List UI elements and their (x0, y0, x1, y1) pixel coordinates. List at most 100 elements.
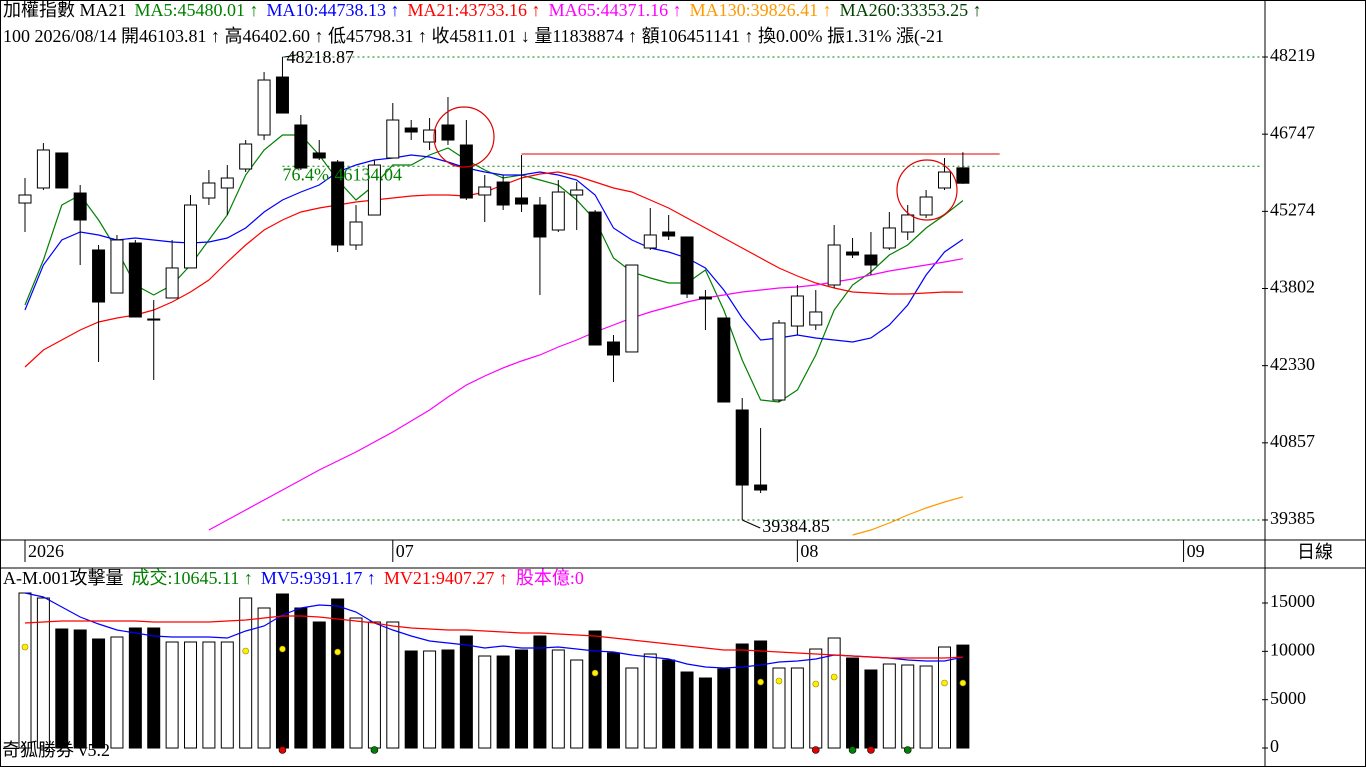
volume-bar (551, 649, 565, 749)
volume-bar (349, 617, 363, 749)
volume-bar (919, 665, 933, 749)
volume-bar (938, 646, 951, 749)
ma-line (852, 496, 964, 536)
high-label: 48218.87 (286, 47, 354, 67)
candle-body (73, 192, 87, 221)
volume-bar (404, 650, 418, 749)
volume-bar (36, 597, 50, 749)
volume-bar (717, 668, 731, 749)
y-tick-label: 10000 (1270, 639, 1315, 659)
volume-bar (478, 655, 492, 749)
volume-bar (184, 641, 198, 749)
candle-body (754, 484, 768, 491)
annotation-leader (742, 519, 761, 529)
candle-body (551, 191, 565, 231)
signal-dot (903, 746, 912, 754)
header-item: 加權指數 MA21 (3, 0, 127, 20)
indicator-dot (941, 679, 948, 687)
volume-bar (772, 667, 786, 749)
volume-bar (698, 677, 712, 749)
volume-panel: A-M.001攻擊量 成交:10645.11 ↑ MV5:9391.17 ↑ MV21… (3, 568, 970, 754)
header-item: MA260:33353.25 ↑ (840, 0, 982, 20)
candle-body (349, 221, 363, 246)
signal-dot (278, 746, 287, 754)
volume-bar (882, 663, 896, 749)
volume-bar (827, 637, 841, 749)
highlight-circle (896, 159, 958, 221)
y-tick-label: 48219 (1270, 45, 1315, 65)
signal-dot (848, 746, 857, 754)
candle-body (717, 317, 731, 403)
highlight-circle (433, 106, 495, 168)
volume-bar (367, 621, 381, 749)
candle-body (220, 177, 234, 189)
indicator-dot (812, 680, 820, 688)
candle-body (772, 322, 786, 401)
y-tick-label: 0 (1270, 736, 1279, 756)
candle-body (698, 296, 712, 300)
volume-bar (165, 641, 179, 749)
low-label: 39384.85 (762, 516, 830, 536)
volume-bar (735, 643, 749, 749)
volume-bar (680, 671, 694, 749)
candle-body (18, 194, 32, 204)
candle-body (367, 164, 381, 216)
candle-body (459, 144, 473, 199)
volume-bar (110, 636, 124, 749)
candle-body (680, 236, 694, 295)
candle-body (165, 267, 179, 299)
candle-body (588, 211, 602, 346)
indicator-dot (242, 647, 249, 655)
candle-body (423, 129, 437, 143)
signal-dot (811, 746, 820, 754)
signal-dot (867, 746, 875, 754)
y-tick-label: 42330 (1270, 354, 1315, 374)
indicator-dot (757, 678, 764, 686)
volume-bar (901, 664, 915, 749)
candle-body (92, 249, 106, 303)
y-tick-label: 43802 (1270, 277, 1315, 297)
candle-body (257, 79, 271, 136)
axes: 48219 46747 45274 43802 42330 40857 39385 2026 0… (24, 45, 1333, 756)
candle-body (606, 341, 620, 356)
volume-bar (864, 669, 878, 749)
header-item: MV21:9407.27 ↑ (384, 568, 508, 588)
volume-bar (423, 650, 437, 749)
candle-body (809, 311, 823, 326)
header-item: A-M.001攻擊量 (3, 568, 124, 588)
header-item: MV5:9391.17 ↑ (261, 568, 376, 588)
candle-body (919, 196, 933, 216)
ma-line (24, 615, 963, 659)
volume-bar (662, 659, 676, 749)
header-item: MA65:44371.16 ↑ (549, 0, 682, 20)
candle-body (275, 76, 289, 114)
volume-bar (956, 644, 970, 749)
volume-bar (643, 653, 657, 749)
header-item: MA5:45480.01 ↑ (135, 0, 259, 20)
y-tick-label: 46747 (1270, 122, 1315, 142)
volume-bar (570, 659, 584, 749)
volume-bar (331, 598, 345, 749)
candle-body (496, 181, 510, 206)
volume-bar (846, 657, 860, 749)
footer: 奇狐勝券 v5.2 (2, 740, 110, 760)
candle-body (55, 152, 69, 189)
candle-body (184, 204, 198, 269)
indicator-dot (279, 645, 286, 653)
period-label: 日線 (1297, 542, 1333, 562)
indicator-dot (775, 677, 783, 685)
volume-bar (515, 649, 529, 749)
volume-bar (257, 607, 271, 749)
volume-bar (239, 597, 253, 749)
y-tick-label: 40857 (1270, 431, 1315, 451)
header-item: MA130:39826.41 ↑ (690, 0, 832, 20)
price-panel: 加權指數 MA21 MA5:45480.01 ↑ MA10:44738.13 ↑ MA… (3, 0, 1262, 536)
candle-body (882, 227, 896, 249)
volume-bar (809, 648, 823, 749)
volume-bar (312, 621, 326, 749)
header-item: 成交:10645.11 ↑ (132, 568, 253, 588)
ma-line (24, 154, 964, 343)
volume-bar (588, 630, 602, 749)
